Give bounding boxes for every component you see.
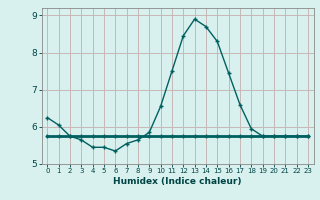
X-axis label: Humidex (Indice chaleur): Humidex (Indice chaleur) [113, 177, 242, 186]
